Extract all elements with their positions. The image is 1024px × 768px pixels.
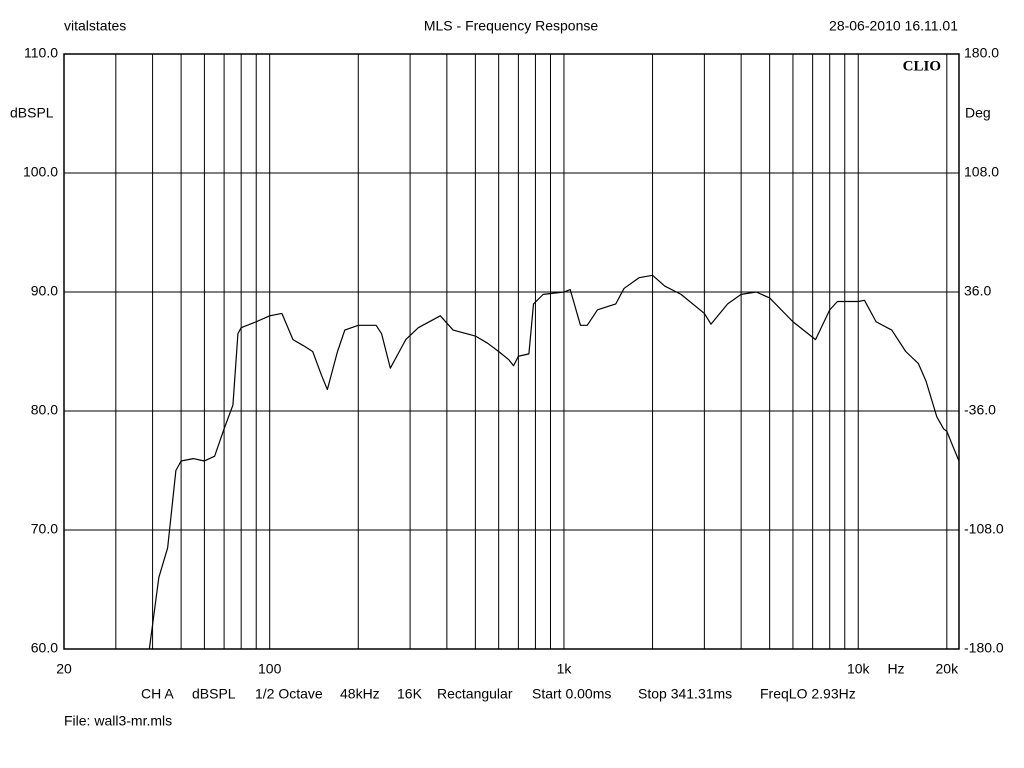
x-tick-label: 10k: [847, 661, 871, 677]
x-tick-label: 20: [56, 661, 72, 677]
footer-setting: CH A: [141, 686, 174, 702]
x-tick-label: 100: [258, 661, 282, 677]
footer-setting: 48kHz: [340, 686, 380, 702]
y-axis-label: dBSPL: [10, 105, 54, 121]
response-line: [148, 274, 960, 650]
y-tick-label: 110.0: [24, 45, 58, 61]
y-tick-label: 90.0: [31, 283, 58, 299]
y2-tick-label: -180.0: [964, 640, 1004, 656]
footer-setting: Stop 341.31ms: [638, 686, 732, 702]
y2-tick-label: -108.0: [964, 521, 1004, 537]
footer-setting: Start 0.00ms: [532, 686, 611, 702]
y-tick-label: 100.0: [23, 164, 58, 180]
footer-setting: 1/2 Octave: [255, 686, 323, 702]
footer-setting: Rectangular: [437, 686, 513, 702]
y-tick-label: 60.0: [31, 640, 58, 656]
file-name: File: wall3-mr.mls: [64, 713, 172, 729]
y2-tick-label: 36.0: [964, 283, 991, 299]
brand: CLIO: [903, 58, 941, 74]
header-right: 28-06-2010 16.11.01: [829, 18, 958, 34]
x-axis-label: Hz: [887, 661, 904, 677]
x-tick-label: 1k: [557, 661, 573, 677]
plot-frame: [63, 53, 960, 650]
footer-setting: 16K: [397, 686, 423, 702]
header-left: vitalstates: [64, 18, 126, 34]
y-tick-label: 70.0: [31, 521, 58, 537]
x-tick-label: 20k: [936, 661, 960, 677]
y2-tick-label: 108.0: [964, 164, 999, 180]
footer-setting: dBSPL: [192, 686, 236, 702]
y-tick-label: 80.0: [31, 402, 58, 418]
y2-tick-label: -36.0: [964, 402, 996, 418]
chart-title: MLS - Frequency Response: [424, 18, 599, 34]
y2-tick-label: 180.0: [964, 45, 999, 61]
footer-setting: FreqLO 2.93Hz: [760, 686, 856, 702]
y2-axis-label: Deg: [965, 105, 991, 121]
